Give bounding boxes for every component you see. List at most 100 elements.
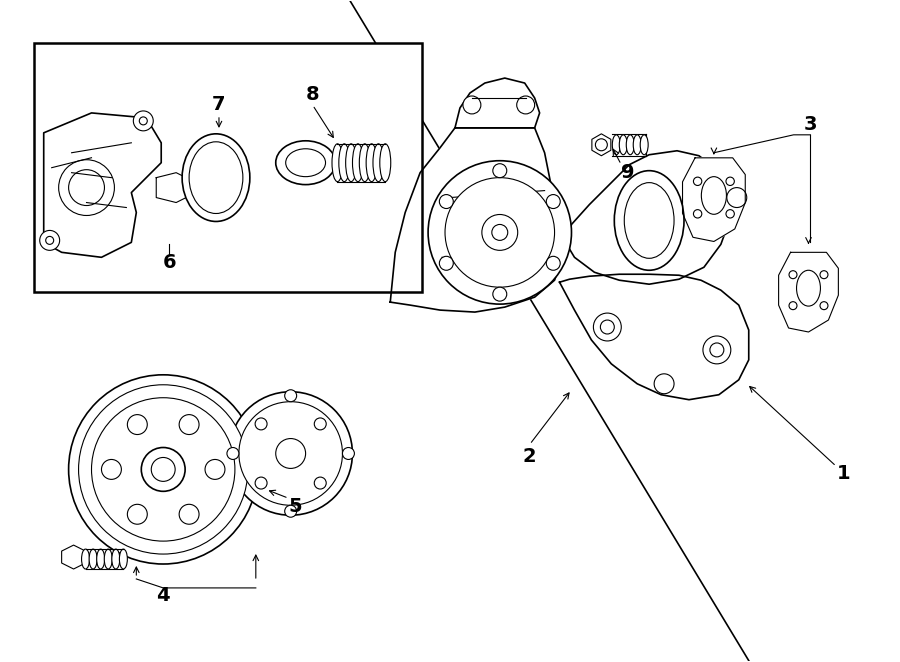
Circle shape: [439, 256, 454, 270]
Ellipse shape: [366, 144, 377, 181]
Circle shape: [284, 505, 297, 517]
Circle shape: [58, 160, 114, 216]
Circle shape: [703, 336, 731, 364]
Ellipse shape: [640, 135, 648, 155]
Circle shape: [227, 448, 239, 459]
Circle shape: [255, 418, 267, 430]
Ellipse shape: [182, 134, 250, 222]
Ellipse shape: [346, 144, 356, 181]
Ellipse shape: [96, 549, 104, 569]
Circle shape: [789, 271, 797, 279]
Ellipse shape: [353, 144, 364, 181]
Polygon shape: [157, 173, 186, 203]
Circle shape: [255, 477, 267, 489]
Circle shape: [493, 164, 507, 177]
Ellipse shape: [796, 270, 821, 306]
Circle shape: [789, 302, 797, 310]
Polygon shape: [778, 252, 839, 332]
Circle shape: [275, 438, 306, 469]
Circle shape: [179, 414, 199, 434]
Ellipse shape: [275, 141, 336, 185]
Circle shape: [820, 302, 828, 310]
Circle shape: [284, 390, 297, 402]
Ellipse shape: [380, 144, 391, 181]
Ellipse shape: [104, 549, 112, 569]
Circle shape: [68, 375, 257, 564]
Circle shape: [482, 214, 517, 250]
Circle shape: [726, 177, 734, 185]
Ellipse shape: [189, 142, 243, 214]
Polygon shape: [560, 274, 749, 400]
Text: 1: 1: [836, 464, 850, 483]
Ellipse shape: [338, 144, 350, 181]
Circle shape: [445, 177, 554, 287]
Circle shape: [517, 96, 535, 114]
Circle shape: [463, 96, 481, 114]
Circle shape: [133, 111, 153, 131]
Circle shape: [493, 287, 507, 301]
Ellipse shape: [701, 177, 726, 214]
Circle shape: [140, 117, 148, 125]
Circle shape: [600, 320, 615, 334]
Text: 6: 6: [162, 253, 176, 272]
Ellipse shape: [619, 135, 627, 155]
Circle shape: [314, 477, 326, 489]
Circle shape: [92, 398, 235, 541]
Polygon shape: [682, 158, 745, 242]
Polygon shape: [44, 113, 161, 258]
Circle shape: [693, 177, 702, 185]
Circle shape: [343, 448, 355, 459]
Circle shape: [128, 504, 148, 524]
Circle shape: [654, 374, 674, 394]
Circle shape: [179, 504, 199, 524]
Circle shape: [693, 210, 702, 218]
Circle shape: [102, 459, 122, 479]
Text: 5: 5: [289, 496, 302, 516]
Polygon shape: [61, 545, 86, 569]
Circle shape: [727, 187, 747, 207]
Circle shape: [596, 139, 608, 151]
Circle shape: [40, 230, 59, 250]
Circle shape: [710, 343, 724, 357]
Circle shape: [491, 224, 508, 240]
Ellipse shape: [120, 549, 128, 569]
Ellipse shape: [373, 144, 384, 181]
Circle shape: [151, 457, 176, 481]
Ellipse shape: [285, 149, 326, 177]
Text: 8: 8: [306, 85, 319, 105]
Text: 7: 7: [212, 95, 226, 115]
Text: 2: 2: [523, 447, 536, 466]
Text: 4: 4: [157, 587, 170, 605]
Ellipse shape: [112, 549, 120, 569]
Polygon shape: [592, 134, 611, 156]
Circle shape: [820, 271, 828, 279]
Ellipse shape: [626, 135, 634, 155]
Circle shape: [68, 169, 104, 205]
Ellipse shape: [612, 135, 620, 155]
Circle shape: [546, 256, 560, 270]
Ellipse shape: [332, 144, 343, 181]
Polygon shape: [455, 78, 540, 128]
Ellipse shape: [634, 135, 641, 155]
Circle shape: [128, 414, 148, 434]
Ellipse shape: [82, 549, 89, 569]
Circle shape: [141, 448, 185, 491]
Circle shape: [229, 392, 353, 515]
Circle shape: [238, 402, 343, 505]
Ellipse shape: [625, 183, 674, 258]
Text: 3: 3: [804, 115, 817, 134]
Ellipse shape: [615, 171, 684, 270]
Polygon shape: [391, 128, 729, 312]
Circle shape: [439, 195, 454, 209]
Circle shape: [726, 210, 734, 218]
Ellipse shape: [359, 144, 370, 181]
Circle shape: [46, 236, 54, 244]
Ellipse shape: [89, 549, 97, 569]
Circle shape: [205, 459, 225, 479]
Circle shape: [78, 385, 248, 554]
Circle shape: [314, 418, 326, 430]
Circle shape: [428, 161, 572, 304]
Text: 9: 9: [620, 163, 634, 182]
Bar: [34, 43, 422, 292]
Circle shape: [546, 195, 560, 209]
